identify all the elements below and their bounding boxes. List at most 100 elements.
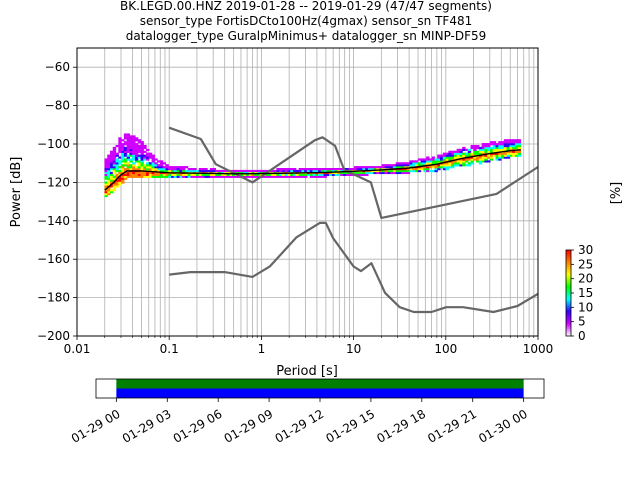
density-cell (487, 144, 491, 148)
density-cell (151, 154, 155, 157)
density-cell (112, 150, 117, 153)
density-cell (428, 158, 433, 161)
density-cell (276, 168, 280, 171)
density-cell (293, 168, 297, 171)
density-cell (118, 169, 122, 173)
density-cell (112, 162, 117, 165)
density-cell (415, 160, 419, 163)
density-cell (503, 146, 508, 150)
density-cell (243, 173, 247, 176)
density-cell (126, 150, 131, 153)
density-cell (498, 143, 502, 146)
y-axis: −200 −180 −160 −140 −120 −100 −80 −60 (37, 60, 77, 343)
density-cell (456, 160, 461, 163)
density-cell (132, 135, 136, 138)
noise-model-high (168, 126, 539, 219)
density-cell (476, 150, 480, 153)
density-cell (506, 144, 510, 148)
density-cell (187, 168, 192, 171)
density-cell (403, 171, 408, 175)
density-cell (215, 173, 219, 176)
density-cell (104, 169, 108, 173)
density-cell (265, 169, 269, 173)
density-cell (281, 175, 286, 178)
density-cell (434, 162, 438, 165)
density-cell (453, 164, 458, 167)
density-cell (190, 173, 194, 176)
density-cell (143, 146, 147, 150)
density-cell (484, 146, 488, 150)
density-cell (373, 166, 377, 169)
density-cell (473, 156, 477, 159)
density-cell (204, 169, 208, 173)
density-cell (121, 139, 125, 142)
density-cell (121, 179, 125, 182)
density-cell (104, 171, 108, 175)
density-cell (123, 160, 128, 163)
density-cell (148, 173, 153, 176)
density-cell (381, 169, 386, 173)
density-cell (498, 152, 502, 155)
density-cell (514, 139, 519, 142)
density-cell (240, 171, 244, 175)
density-cell (348, 168, 352, 171)
density-cell (126, 133, 131, 136)
timeline-tick-label: 01-29 15 (323, 407, 377, 446)
density-cell (129, 146, 133, 150)
density-cell (470, 160, 474, 163)
density-cell (171, 166, 175, 169)
density-cell (431, 166, 436, 169)
title-line-2: sensor_type FortisDCto100Hz(4gmax) senso… (140, 14, 472, 28)
density-cell (126, 162, 131, 165)
density-cell (412, 169, 416, 173)
density-cell (420, 160, 424, 163)
colorbar-tick-label: 0 (578, 329, 586, 343)
density-cell (223, 173, 228, 176)
density-cell (506, 148, 510, 152)
density-cell (190, 169, 194, 173)
y-axis-label: Power [dB] (9, 157, 24, 228)
density-cell (245, 169, 250, 173)
density-cell (337, 168, 341, 171)
density-cell (287, 169, 291, 173)
density-cell (464, 158, 469, 161)
density-cell (220, 175, 225, 178)
density-cell (146, 152, 150, 155)
density-cell (373, 168, 377, 171)
density-cell (118, 166, 122, 169)
density-cell (359, 171, 363, 175)
density-cell (331, 171, 336, 175)
density-cell (409, 160, 413, 163)
density-cell (337, 171, 341, 175)
density-cell (182, 166, 186, 169)
density-cell (509, 141, 513, 144)
density-cell (240, 169, 244, 173)
density-cell (495, 152, 499, 155)
density-cell (481, 154, 485, 157)
density-cell (126, 164, 131, 167)
density-cell (437, 166, 441, 169)
density-cell (403, 166, 408, 169)
density-cell (431, 160, 436, 163)
density-cell (487, 150, 491, 153)
density-cell (312, 175, 316, 178)
density-cell (512, 144, 516, 148)
density-cell (162, 175, 167, 178)
density-cell (440, 164, 444, 167)
density-cell (467, 154, 472, 157)
density-cell (148, 162, 153, 165)
density-cell (401, 162, 405, 165)
density-cell (387, 164, 391, 167)
density-cell (157, 175, 161, 178)
density-cell (107, 160, 111, 163)
density-cell (495, 150, 499, 153)
density-cell (489, 148, 494, 152)
density-cell (110, 177, 114, 180)
density-cell (159, 168, 164, 171)
density-cell (118, 143, 122, 146)
density-cell (270, 173, 275, 176)
density-cell (484, 143, 488, 146)
density-cell (123, 150, 128, 153)
density-cell (273, 169, 277, 173)
density-cell (498, 158, 502, 161)
